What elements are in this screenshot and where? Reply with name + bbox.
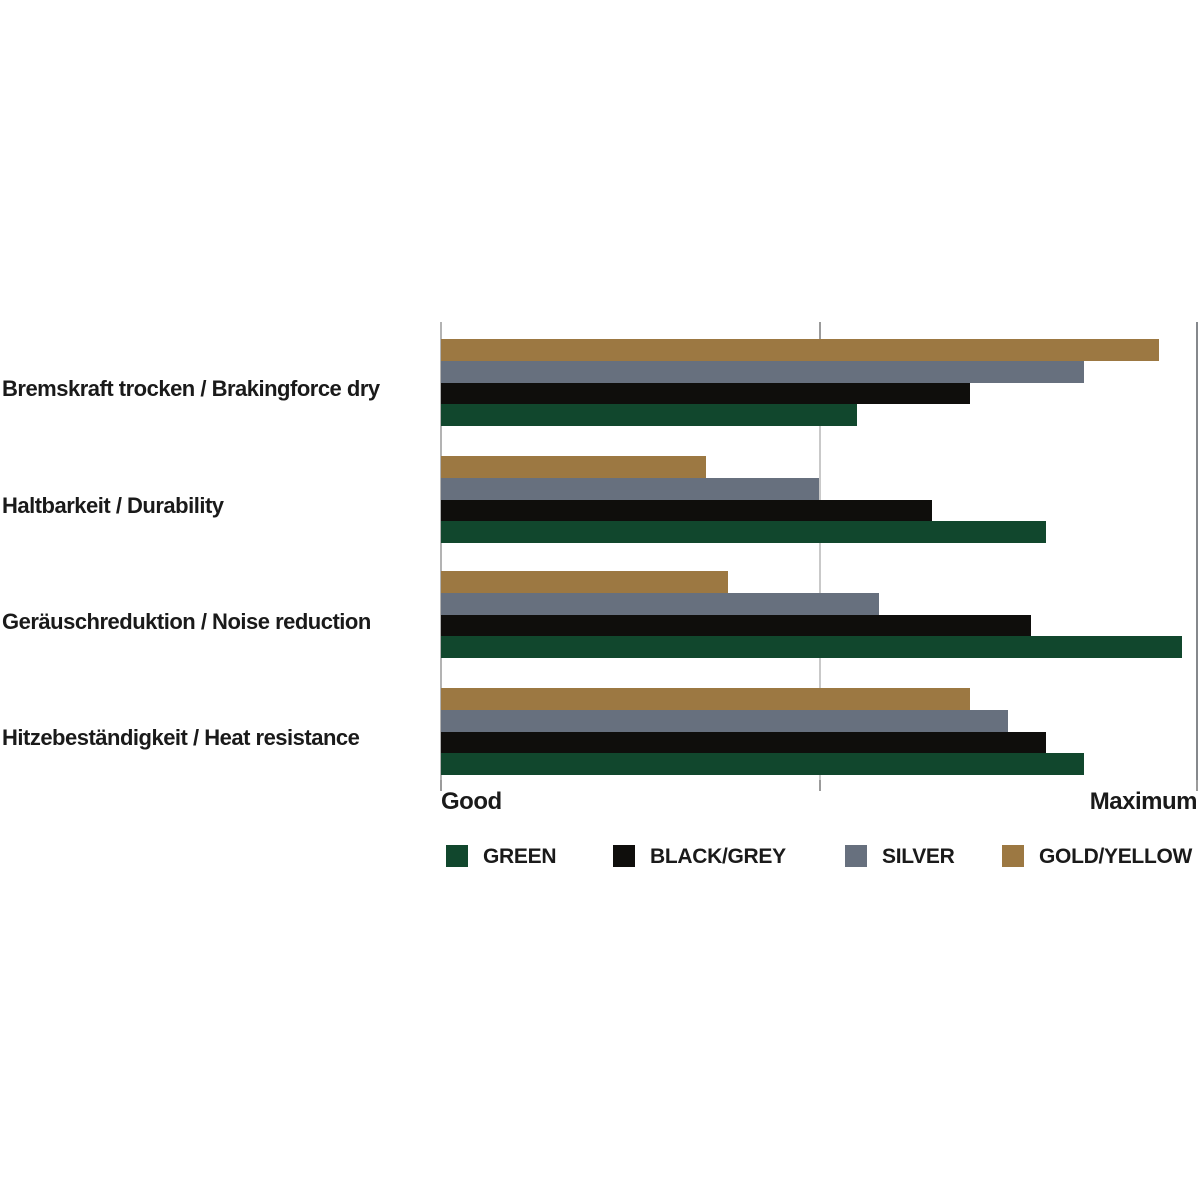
category-label-3: Geräuschreduktion / Noise reduction xyxy=(2,609,371,634)
bar-gold-yellow-group-3 xyxy=(441,571,729,593)
tick-top-middle xyxy=(819,322,821,339)
bar-silver-group-4 xyxy=(441,709,1008,732)
gridline-middle xyxy=(819,322,821,782)
bar-gold-yellow-group-1 xyxy=(441,339,1160,361)
category-label-2: Haltbarkeit / Durability xyxy=(2,493,224,518)
legend-label-green: GREEN xyxy=(483,845,557,868)
axis-label-good: Good xyxy=(441,788,502,815)
legend-swatch-black-grey xyxy=(613,845,635,867)
legend-label-black-grey: BLACK/GREY xyxy=(650,845,786,868)
legend-label-gold-yellow: GOLD/YELLOW xyxy=(1039,845,1193,868)
legend-swatch-gold-yellow xyxy=(1002,845,1024,867)
bar-gold-yellow-group-2 xyxy=(441,456,706,478)
bar-black-grey-group-3 xyxy=(441,614,1031,637)
legend-swatch-green xyxy=(446,845,468,867)
legend-label-silver: SILVER xyxy=(882,845,955,868)
tick-bottom-middle xyxy=(819,780,821,791)
axis-line-left xyxy=(440,322,442,782)
bar-silver-group-2 xyxy=(441,477,819,500)
bar-gold-yellow-group-4 xyxy=(441,688,971,710)
bar-green-group-3 xyxy=(441,636,1182,658)
bar-black-grey-group-2 xyxy=(441,499,933,522)
bar-silver-group-1 xyxy=(441,360,1084,383)
tick-bottom-right xyxy=(1196,780,1198,791)
bar-silver-group-3 xyxy=(441,592,880,615)
tick-bottom-left xyxy=(440,780,442,791)
bar-black-grey-group-1 xyxy=(441,382,971,405)
bar-green-group-4 xyxy=(441,753,1084,775)
axis-label-maximum: Maximum xyxy=(1089,788,1198,815)
category-label-4: Hitzebeständigkeit / Heat resistance xyxy=(2,725,360,750)
axis-line-right xyxy=(1196,322,1198,782)
category-label-1: Bremskraft trocken / Brakingforce dry xyxy=(2,376,380,401)
bar-black-grey-group-4 xyxy=(441,731,1046,754)
bar-green-group-2 xyxy=(441,521,1046,543)
bar-green-group-1 xyxy=(441,404,857,426)
legend-swatch-silver xyxy=(845,845,867,867)
